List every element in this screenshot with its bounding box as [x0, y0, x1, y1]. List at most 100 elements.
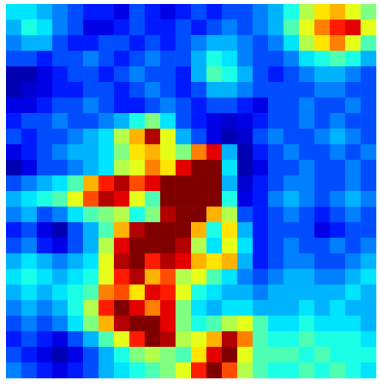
heat-cell [67, 144, 84, 161]
heat-cell [52, 191, 68, 207]
heat-cell [144, 300, 161, 316]
heat-cell [191, 237, 207, 254]
heat-cell [6, 222, 22, 239]
heat-cell [6, 206, 22, 223]
heat-cell [6, 159, 22, 176]
heat-cell [314, 97, 331, 114]
heat-cell [67, 66, 84, 83]
heat-cell [129, 4, 146, 20]
heat-cell [6, 346, 22, 363]
heat-cell [221, 284, 238, 301]
heat-cell [360, 191, 377, 207]
heat-cell [360, 144, 377, 161]
heat-cell [298, 159, 315, 176]
heat-cell [221, 81, 238, 98]
heat-cell [98, 284, 115, 301]
heat-cell [83, 268, 99, 285]
heat-cell [283, 222, 300, 239]
heat-cell [98, 346, 115, 363]
heat-cell [329, 331, 346, 348]
heat-cell [268, 159, 284, 176]
heat-cell [144, 113, 161, 129]
heat-cell [129, 19, 146, 36]
heat-cell [160, 268, 176, 285]
heat-cell [283, 35, 300, 52]
heat-cell [67, 81, 84, 98]
heat-cell [83, 81, 99, 98]
heat-cell [67, 97, 84, 114]
heat-cell [144, 4, 161, 20]
heat-cell [345, 50, 361, 67]
heat-cell [144, 268, 161, 285]
heat-cell [298, 19, 315, 36]
heat-cell [191, 268, 207, 285]
heat-cell [67, 284, 84, 301]
heat-cell [252, 19, 269, 36]
heat-cell [237, 81, 253, 98]
heat-cell [298, 222, 315, 239]
heat-cell [298, 144, 315, 161]
heat-cell [83, 97, 99, 114]
heat-cell [113, 50, 130, 67]
heat-cell [98, 144, 115, 161]
heat-cell [67, 222, 84, 239]
heat-cell [221, 175, 238, 192]
heat-cell [314, 315, 331, 332]
heat-cell [144, 191, 161, 207]
heat-cell [298, 35, 315, 52]
heat-cell [360, 128, 377, 145]
heat-cell [83, 191, 99, 207]
heat-cell [36, 362, 53, 379]
heat-cell [98, 113, 115, 129]
heat-cell [6, 331, 22, 348]
heat-cell [52, 81, 68, 98]
heat-cell [144, 50, 161, 67]
heat-cell [314, 191, 331, 207]
heat-cell [52, 284, 68, 301]
heat-cell [175, 81, 192, 98]
heat-cell [98, 35, 115, 52]
heat-cell [314, 346, 331, 363]
heat-cell [206, 159, 223, 176]
heat-cell [360, 97, 377, 114]
heat-cell [144, 315, 161, 332]
heat-cell [314, 128, 331, 145]
heat-cell [175, 284, 192, 301]
heat-cell [329, 237, 346, 254]
heat-cell [268, 144, 284, 161]
heat-cell [360, 222, 377, 239]
heat-cell [329, 253, 346, 270]
heat-cell [237, 253, 253, 270]
heat-cell [268, 237, 284, 254]
heat-cell [329, 222, 346, 239]
heat-cell [6, 237, 22, 254]
heat-cell [160, 284, 176, 301]
heat-cell [283, 113, 300, 129]
heat-cell [237, 128, 253, 145]
heat-cell [6, 128, 22, 145]
heat-cell [221, 4, 238, 20]
heat-cell [283, 346, 300, 363]
heat-cell [129, 268, 146, 285]
heat-cell [206, 113, 223, 129]
heat-cell [191, 19, 207, 36]
heat-cell [160, 346, 176, 363]
heat-cell [175, 300, 192, 316]
heat-cell [206, 66, 223, 83]
heat-cell [237, 362, 253, 379]
heat-cell [237, 97, 253, 114]
heat-cell [360, 253, 377, 270]
heat-cell [283, 4, 300, 20]
heat-cell [237, 159, 253, 176]
heat-cell [252, 222, 269, 239]
heat-cell [36, 346, 53, 363]
heat-cell [6, 4, 22, 20]
heat-cell [52, 268, 68, 285]
heat-cell [345, 331, 361, 348]
heat-cell [129, 331, 146, 348]
heat-cell [144, 97, 161, 114]
heat-cell [283, 300, 300, 316]
heat-cell [237, 331, 253, 348]
heat-cell [345, 175, 361, 192]
heat-cell [268, 81, 284, 98]
